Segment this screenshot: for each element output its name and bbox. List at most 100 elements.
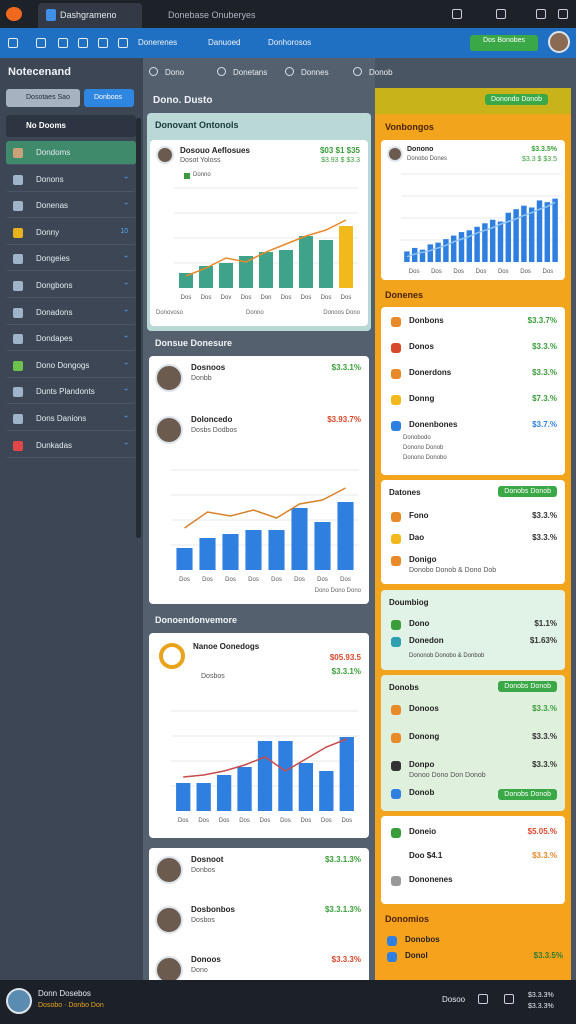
- bar: [196, 783, 211, 811]
- avatar: [6, 988, 32, 1014]
- x-label: Dos: [181, 295, 192, 301]
- tool-icon[interactable]: [78, 38, 88, 48]
- nav-icon: [13, 174, 23, 185]
- status[interactable]: Dosoo: [442, 995, 466, 1004]
- bar: [337, 502, 354, 570]
- sidebar: Notecenand Dosotaes Sao Donboos No Dooms Don…: [0, 58, 143, 980]
- tool-icon[interactable]: [8, 38, 18, 48]
- row-value: $3.3.5%: [533, 951, 563, 960]
- button[interactable]: Donobs Donob: [498, 486, 557, 497]
- card: Donobs Donobs Donob Donoos $3.3.% Donong $3.3…: [381, 675, 565, 811]
- nav-item[interactable]: Dongeies ›: [6, 247, 136, 272]
- row-label: Dosbonbos: [191, 905, 235, 914]
- sub: Dosot Yoloss: [180, 157, 221, 164]
- x-label: Dos: [225, 577, 236, 583]
- tool-icon[interactable]: [36, 38, 46, 48]
- bar: [544, 202, 551, 262]
- value: $3.93 $ $3.3: [321, 157, 360, 164]
- x-label: Dos: [520, 269, 531, 275]
- bar: [536, 200, 543, 262]
- nav-item[interactable]: Dongbons ›: [6, 274, 136, 298]
- x-label: Dov: [221, 295, 232, 301]
- row-label: Doloncedo: [191, 415, 233, 424]
- toolbar-item[interactable]: Donerenes: [138, 38, 178, 47]
- tool-icon[interactable]: [58, 38, 68, 48]
- nav-icon: [13, 281, 23, 291]
- card: Donono Donobo Dones $3.3.5% $3.3 $ $3.5 Dos D…: [381, 140, 565, 280]
- bar: [505, 212, 512, 262]
- bar: [458, 232, 465, 262]
- name: Donono: [407, 146, 434, 153]
- search-field[interactable]: Dosotaes Sao: [6, 89, 80, 107]
- row-value: $3.3.3%: [331, 955, 361, 964]
- main-tab[interactable]: Donetans: [233, 68, 268, 77]
- x-label: Dos: [301, 295, 312, 301]
- row-value: $1.63%: [529, 636, 557, 645]
- bar: [278, 741, 293, 811]
- tab-icon: [46, 9, 56, 21]
- bar: [521, 205, 527, 262]
- nav-item[interactable]: Dunts Plandonts ›: [6, 380, 136, 405]
- row-value: $5.05.%: [527, 827, 557, 836]
- value: $3.3 $ $3.5: [521, 156, 557, 163]
- button[interactable]: Donobs Donob: [498, 789, 557, 800]
- note: Donobodo: [403, 435, 431, 441]
- x-label: Dos: [341, 818, 352, 824]
- heading: Dono. Dusto: [153, 95, 213, 106]
- nav-item[interactable]: Donons ›: [6, 168, 136, 192]
- footer-label: Dono Dono Dono: [314, 588, 361, 594]
- nav-icon: [13, 227, 23, 238]
- avatar: [156, 146, 174, 164]
- toolbar-item[interactable]: Danuoed: [208, 38, 241, 47]
- nav-item[interactable]: Dono Dongogs ›: [6, 354, 136, 378]
- window-icon: [496, 9, 506, 19]
- x-label: Dos: [498, 269, 509, 275]
- x-label: Dos: [453, 269, 464, 275]
- toolbar-item[interactable]: Donhorosos: [268, 38, 312, 47]
- button[interactable]: Donobs Donob: [498, 681, 557, 692]
- tool-icon[interactable]: [98, 38, 108, 48]
- nav-item[interactable]: Dunkadas ›: [6, 434, 136, 458]
- nav-icon: [13, 334, 23, 345]
- nav-item[interactable]: Dondapes ›: [6, 327, 136, 352]
- nav-item[interactable]: Donenas ›: [6, 194, 136, 219]
- bar: [279, 250, 293, 288]
- main-tab[interactable]: Donnes: [301, 68, 329, 77]
- tab-label[interactable]: Donebase Onuberyes: [168, 10, 256, 20]
- nav-item[interactable]: Dondoms: [6, 141, 136, 165]
- chevron: ›: [122, 415, 132, 418]
- icon: [391, 512, 401, 522]
- status-icon: [478, 994, 488, 1004]
- nav-icon: [13, 148, 23, 158]
- app-icon: [6, 7, 22, 21]
- nav-label: Donadons: [36, 307, 73, 317]
- card: Doumbiog Dono $1.1% Donedon $1.63% Dononob Do…: [381, 590, 565, 670]
- main-tab[interactable]: Dono: [165, 68, 185, 77]
- button[interactable]: Donondo Donob: [485, 94, 548, 105]
- nav-item[interactable]: Donny 10: [6, 221, 136, 245]
- chevron: ›: [122, 175, 132, 179]
- avatar: [387, 146, 403, 162]
- chart: Dos Dos Dos Dos Dos Dos Dos Dos Dos: [171, 710, 359, 824]
- icon: [391, 876, 401, 886]
- nav-item[interactable]: Dons Danions ›: [6, 407, 136, 431]
- icon: [391, 421, 401, 431]
- main-tab[interactable]: Donob: [369, 68, 393, 77]
- nav-label: Dunts Plandonts: [36, 387, 95, 397]
- bar: [222, 534, 239, 570]
- bar: [419, 249, 426, 262]
- sub: Dosbos: [201, 673, 225, 680]
- search-button[interactable]: Donboos: [84, 89, 134, 107]
- row-value: $3.93.7%: [327, 415, 361, 424]
- tab[interactable]: Dashgrameno: [38, 3, 142, 28]
- tool-icon[interactable]: [118, 38, 128, 48]
- bar: [482, 223, 488, 262]
- tab-icon: [149, 67, 158, 76]
- row-value: $3.3.%: [532, 760, 557, 769]
- button[interactable]: Dos Bonobes: [470, 35, 538, 51]
- legend-label: Donno: [193, 172, 211, 178]
- nav-item[interactable]: Donadons ›: [6, 301, 136, 325]
- row-value: $3.3.%: [532, 704, 557, 713]
- card: Dosnoos Donbb $3.3.1% Doloncedo Dosbs Dodbos…: [149, 356, 369, 604]
- bar: [528, 207, 535, 262]
